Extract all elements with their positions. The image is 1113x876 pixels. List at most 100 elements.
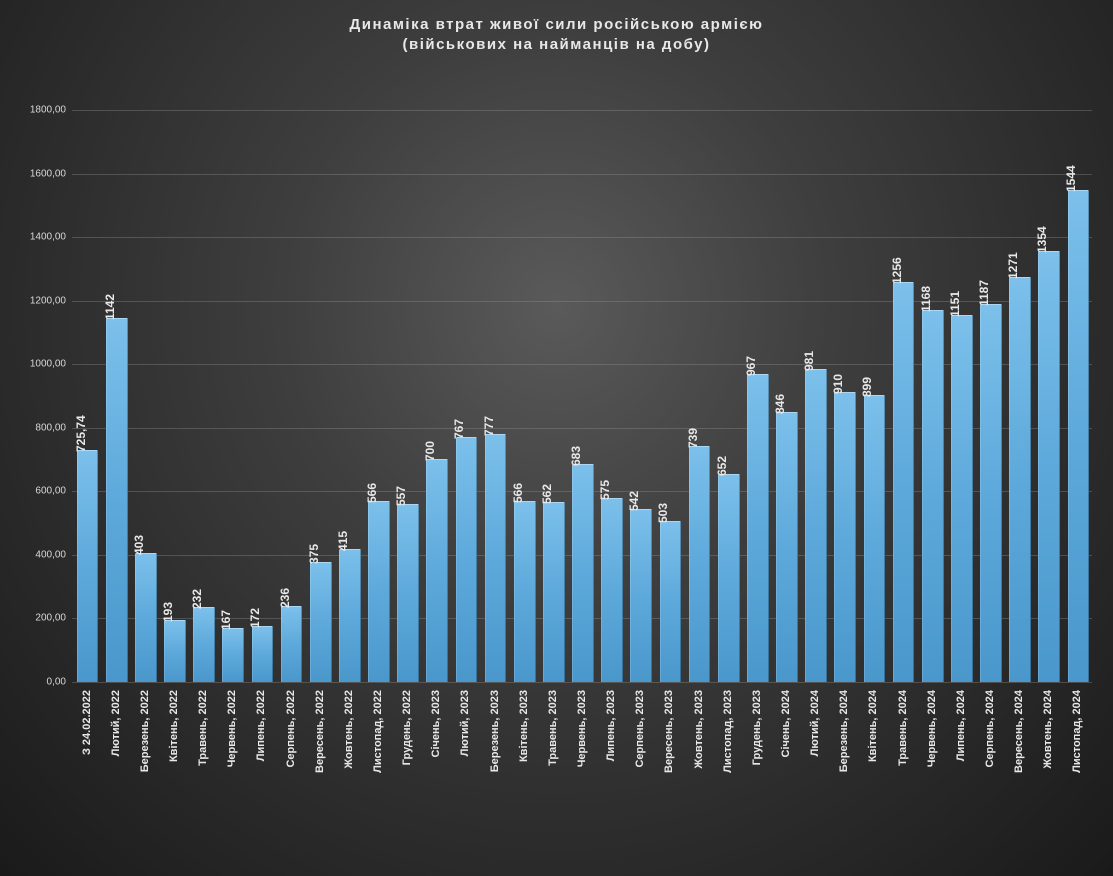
x-tick-label: Квітень, 2023 xyxy=(518,690,530,762)
bar-value-label: 846 xyxy=(773,394,787,414)
bar-slot: 542Серпень, 2023 xyxy=(626,110,655,682)
bar: 172 xyxy=(252,626,274,682)
bar-value-label: 566 xyxy=(511,483,525,503)
y-tick-label: 1000,00 xyxy=(30,359,66,370)
bar-slot: 1168Червень, 2024 xyxy=(917,110,946,682)
bar-value-label: 562 xyxy=(540,484,554,504)
bar-value-label: 236 xyxy=(278,588,292,608)
bar: 683 xyxy=(572,464,594,682)
bar-slot: 375Вересень, 2022 xyxy=(305,110,334,682)
bar-slot: 236Серпень, 2022 xyxy=(276,110,305,682)
bar-value-label: 1151 xyxy=(948,291,962,317)
bar-value-label: 777 xyxy=(482,416,496,436)
x-tick-label: Травень, 2022 xyxy=(197,690,209,766)
x-tick-label: Вересень, 2024 xyxy=(1013,690,1025,773)
x-tick-label: Січень, 2023 xyxy=(430,690,442,758)
bar: 566 xyxy=(368,501,390,682)
bar: 700 xyxy=(426,459,448,682)
y-tick-label: 400,00 xyxy=(35,549,66,560)
bar-value-label: 232 xyxy=(190,589,204,609)
bar-slot: 1544Листопад, 2024 xyxy=(1063,110,1092,682)
bar: 1168 xyxy=(922,310,944,682)
bar: 236 xyxy=(281,606,303,682)
y-tick-label: 1200,00 xyxy=(30,295,66,306)
bar-value-label: 1354 xyxy=(1035,226,1049,253)
bar-value-label: 542 xyxy=(627,491,641,511)
bar: 375 xyxy=(310,562,332,682)
bar-value-label: 700 xyxy=(423,441,437,461)
bar: 1271 xyxy=(1009,277,1031,682)
bar: 981 xyxy=(805,369,827,682)
bar-slot: 700Січень, 2023 xyxy=(422,110,451,682)
x-tick-label: Листопад, 2024 xyxy=(1071,690,1083,773)
x-tick-label: Березень, 2023 xyxy=(489,690,501,772)
bar-slot: 910Березень, 2024 xyxy=(830,110,859,682)
bar: 846 xyxy=(776,412,798,682)
x-tick-label: Вересень, 2022 xyxy=(314,690,326,773)
chart-title: Динаміка втрат живої сили російською арм… xyxy=(0,15,1113,56)
bar-slot: 1271Вересень, 2024 xyxy=(1005,110,1034,682)
bar-slot: 739Жовтень, 2023 xyxy=(684,110,713,682)
bar: 1187 xyxy=(980,304,1002,682)
x-tick-label: Квітень, 2024 xyxy=(867,690,879,762)
x-tick-label: Жовтень, 2024 xyxy=(1042,690,1054,769)
bar-slot: 967Грудень, 2023 xyxy=(742,110,771,682)
bar: 777 xyxy=(485,434,507,682)
bar-value-label: 503 xyxy=(656,503,670,523)
bar-value-label: 910 xyxy=(831,374,845,394)
bar: 1354 xyxy=(1038,251,1060,682)
bar-slot: 557Грудень, 2022 xyxy=(393,110,422,682)
bar: 1256 xyxy=(893,282,915,682)
x-tick-label: Травень, 2023 xyxy=(547,690,559,766)
bar-slot: 846Січень, 2024 xyxy=(771,110,800,682)
bar-value-label: 725,74 xyxy=(74,416,88,453)
x-tick-label: Жовтень, 2023 xyxy=(693,690,705,769)
bar: 193 xyxy=(164,620,186,682)
bar: 767 xyxy=(456,437,478,682)
bar: 403 xyxy=(135,553,157,682)
bar: 557 xyxy=(397,504,419,682)
x-tick-label: Червень, 2024 xyxy=(926,690,938,767)
bar-slot: 981Лютий, 2024 xyxy=(801,110,830,682)
x-tick-label: Грудень, 2023 xyxy=(751,690,763,765)
bar-value-label: 172 xyxy=(248,608,262,628)
bar-value-label: 1544 xyxy=(1064,166,1078,193)
bar-slot: 415Жовтень, 2022 xyxy=(334,110,363,682)
bar: 1151 xyxy=(951,315,973,682)
y-tick-label: 1400,00 xyxy=(30,232,66,243)
bar-value-label: 403 xyxy=(132,535,146,555)
bar: 415 xyxy=(339,549,361,682)
y-tick-label: 0,00 xyxy=(47,677,66,688)
bar-slot: 652Листопад, 2023 xyxy=(713,110,742,682)
bar-slot: 566Квітень, 2023 xyxy=(509,110,538,682)
bar-slot: 1151Липень, 2024 xyxy=(946,110,975,682)
plot-area: 0,00200,00400,00600,00800,001000,001200,… xyxy=(72,110,1092,682)
bar: 542 xyxy=(630,509,652,682)
bar-value-label: 566 xyxy=(365,483,379,503)
x-tick-label: Травень, 2024 xyxy=(897,690,909,766)
bar-value-label: 1168 xyxy=(919,286,933,312)
bar: 967 xyxy=(747,374,769,682)
bar-slot: 1187Серпень, 2024 xyxy=(975,110,1004,682)
x-tick-label: Лютий, 2022 xyxy=(110,690,122,756)
bar-value-label: 193 xyxy=(161,602,175,622)
x-tick-label: Липень, 2022 xyxy=(255,690,267,761)
bar: 652 xyxy=(718,474,740,682)
bar-slot: 777Березень, 2023 xyxy=(480,110,509,682)
bar: 562 xyxy=(543,502,565,682)
bar-slot: 1354Жовтень, 2024 xyxy=(1034,110,1063,682)
y-tick-label: 1800,00 xyxy=(30,105,66,116)
x-tick-label: Лютий, 2024 xyxy=(809,690,821,756)
x-tick-label: Квітень, 2022 xyxy=(168,690,180,762)
x-tick-label: Жовтень, 2022 xyxy=(343,690,355,769)
bar-value-label: 767 xyxy=(452,419,466,439)
bar-value-label: 575 xyxy=(598,480,612,500)
bar-value-label: 739 xyxy=(686,428,700,448)
chart-title-line1: Динаміка втрат живої сили російською арм… xyxy=(350,16,764,33)
bar-slot: 767Лютий, 2023 xyxy=(451,110,480,682)
bar-slot: 403Березень, 2022 xyxy=(130,110,159,682)
bar-value-label: 1271 xyxy=(1006,252,1020,279)
bar: 910 xyxy=(834,392,856,682)
bar-slot: 193Квітень, 2022 xyxy=(159,110,188,682)
x-tick-label: Серпень, 2024 xyxy=(984,690,996,768)
